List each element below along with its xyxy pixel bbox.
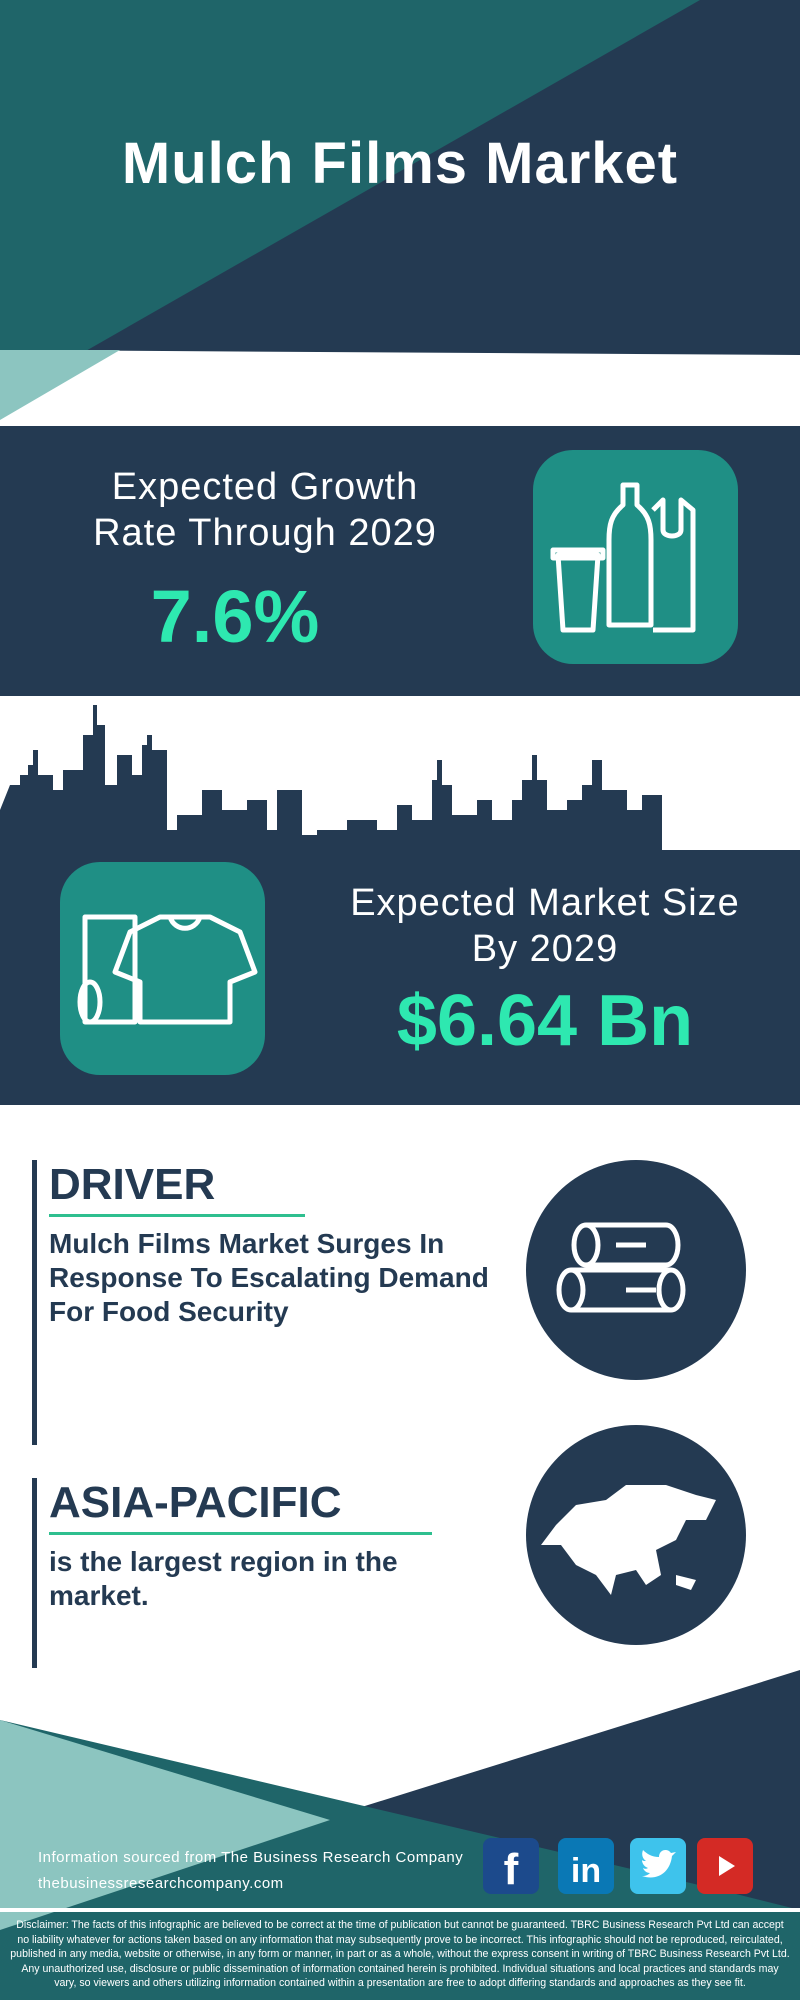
website-link[interactable]: thebusinessresearchcompany.com [38, 1875, 284, 1892]
svg-text:f: f [504, 1845, 519, 1894]
driver-section: DRIVER Mulch Films Market Surges In Resp… [32, 1160, 502, 1445]
youtube-icon[interactable] [697, 1838, 753, 1894]
footer-background [0, 1670, 800, 2000]
region-heading: ASIA-PACIFIC [49, 1478, 432, 1535]
svg-text:in: in [571, 1852, 601, 1890]
region-section: ASIA-PACIFIC is the largest region in th… [32, 1478, 502, 1668]
driver-text: Mulch Films Market Surges In Response To… [49, 1228, 489, 1327]
growth-label: Expected Growth Rate Through 2029 [93, 466, 437, 554]
source-info: Information sourced from The Business Re… [38, 1845, 463, 1897]
logs-icon [526, 1160, 746, 1380]
market-size-value: $6.64 Bn [396, 981, 694, 1061]
region-text: is the largest region in the market. [49, 1546, 398, 1611]
page-title: Mulch Films Market [121, 131, 679, 196]
market-size-label: Expected Market Size By 2029 [350, 882, 740, 970]
film-roll-shirt-icon [60, 862, 265, 1075]
header-background [0, 0, 800, 430]
linkedin-icon[interactable]: in [558, 1838, 614, 1894]
driver-heading: DRIVER [49, 1160, 306, 1217]
disclaimer: Disclaimer: The facts of this infographi… [10, 1919, 790, 1989]
growth-section: Expected Growth Rate Through 2029 7.6% [0, 426, 800, 696]
growth-value: 7.6% [150, 575, 320, 658]
skyline-silhouette [0, 705, 662, 852]
twitter-icon[interactable] [630, 1838, 686, 1894]
facebook-icon[interactable]: f [483, 1838, 539, 1894]
asia-map-icon [526, 1425, 746, 1645]
market-size-section: Expected Market Size By 2029 $6.64 Bn [0, 850, 800, 1105]
bottle-cup-bag-icon [533, 450, 738, 664]
